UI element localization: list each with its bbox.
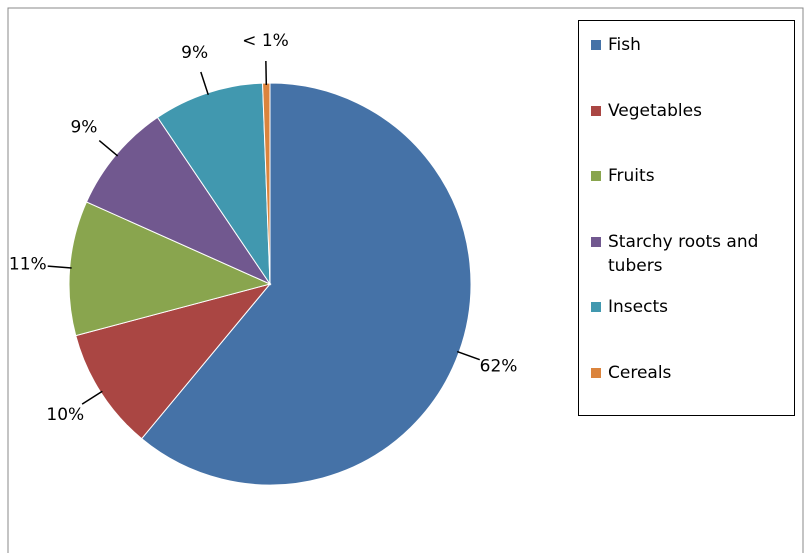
leader-line [200,71,209,96]
legend-label: Fish [608,35,641,55]
legend-swatch [591,302,601,312]
legend-swatch [591,105,601,116]
legend-label: Fruits [608,166,655,186]
chart-frame [7,7,804,553]
leader-line [456,350,481,361]
legend: Fish Vegetables Fruits Starchy roots and tu… [578,20,795,416]
data-label: 9% [70,118,97,138]
legend-item: Cereals [591,361,791,385]
legend-label: Cereals [608,362,672,383]
data-label: < 1% [242,31,289,51]
legend-swatch [591,171,601,181]
legend-swatch [591,236,601,247]
legend-swatch [591,40,601,50]
legend-label: Starchy roots and tubers [608,231,759,276]
legend-item: Vegetables [591,99,791,123]
legend-item: Starchy roots and tubers [591,230,791,278]
leader-line [81,390,103,405]
legend-swatch [591,367,601,378]
leader-line [47,265,72,269]
data-label: 9% [181,43,208,63]
legend-label: Vegetables [608,100,702,121]
legend-label: Insects [608,297,668,317]
data-label: 10% [46,405,84,425]
data-label: 62% [480,356,518,376]
legend-item: Fish [591,33,791,57]
leader-line [98,139,119,157]
legend-item: Insects [591,295,791,319]
data-label: 11% [9,254,47,274]
legend-item: Fruits [591,164,791,188]
